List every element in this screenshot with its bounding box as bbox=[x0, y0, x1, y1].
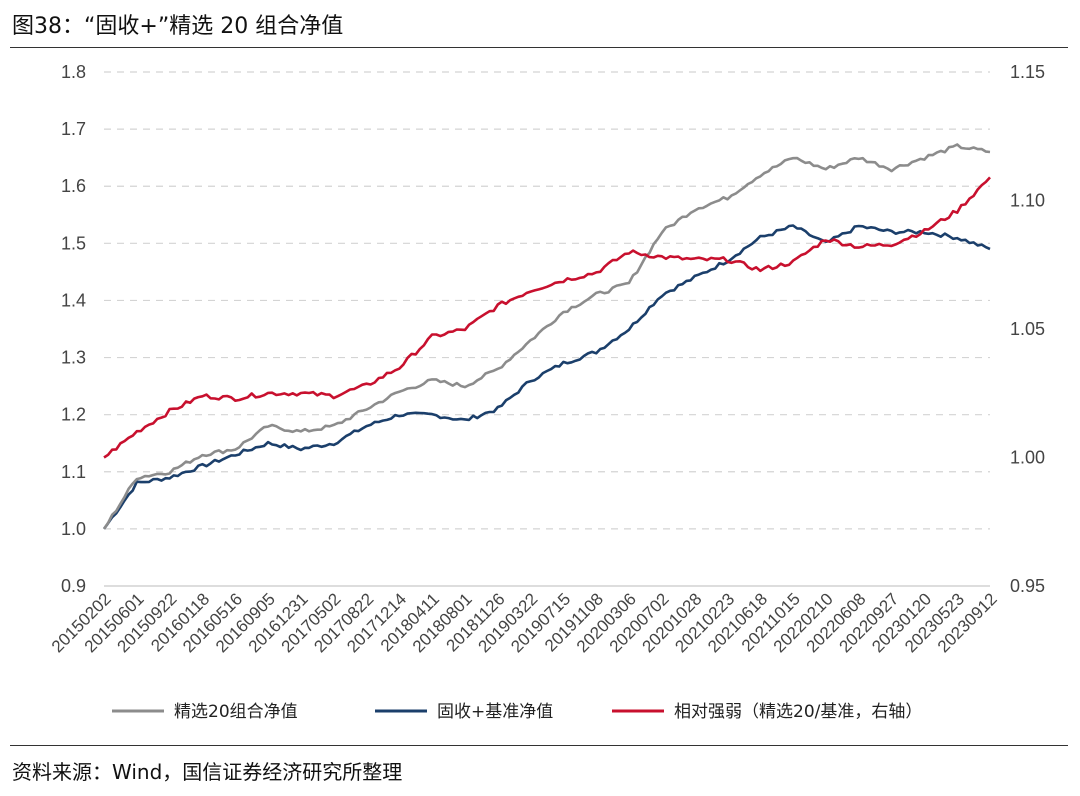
series-line-3 bbox=[103, 176, 991, 459]
legend: 精选20组合净值 固收+基准净值 相对强弱（精选20/基准，右轴） bbox=[112, 702, 922, 722]
source-note: 资料来源：Wind，国信证券经济研究所整理 bbox=[12, 760, 403, 784]
left-tick-label: 1.7 bbox=[61, 119, 86, 139]
gridlines bbox=[104, 71, 990, 530]
series-lines bbox=[102, 143, 991, 530]
left-tick-label: 1.2 bbox=[61, 405, 86, 425]
series-line-1 bbox=[102, 143, 991, 530]
left-tick-label: 1.1 bbox=[61, 462, 86, 482]
legend-label: 精选20组合净值 bbox=[174, 702, 298, 722]
left-axis-ticks: 0.9 1.0 1.1 1.2 1.3 1.4 1.5 1.6 1.7 1.8 bbox=[61, 62, 86, 596]
left-tick-label: 1.8 bbox=[61, 62, 86, 82]
right-axis-ticks: 0.95 1.00 1.05 1.10 1.15 bbox=[1010, 62, 1045, 596]
left-tick-label: 1.6 bbox=[61, 176, 86, 196]
right-tick-label: 1.05 bbox=[1010, 319, 1045, 339]
title-divider bbox=[10, 47, 1068, 48]
left-tick-label: 1.4 bbox=[61, 290, 86, 310]
right-tick-label: 1.15 bbox=[1010, 62, 1045, 82]
footer-divider bbox=[10, 745, 1068, 746]
right-tick-label: 1.00 bbox=[1010, 448, 1045, 468]
left-tick-label: 1.3 bbox=[61, 348, 86, 368]
right-tick-label: 0.95 bbox=[1010, 576, 1045, 596]
left-tick-label: 1.0 bbox=[61, 519, 86, 539]
x-axis-ticks: 2015020220150601201509222016011820160516… bbox=[48, 589, 1001, 656]
left-tick-label: 0.9 bbox=[61, 576, 86, 596]
right-tick-label: 1.10 bbox=[1010, 191, 1045, 211]
legend-label: 固收+基准净值 bbox=[437, 702, 553, 722]
left-tick-label: 1.5 bbox=[61, 233, 86, 253]
series-line-2 bbox=[102, 224, 991, 530]
legend-label: 相对强弱（精选20/基准，右轴） bbox=[674, 702, 922, 722]
figure-title: 图38：“固收+”精选 20 组合净值 bbox=[12, 14, 344, 39]
